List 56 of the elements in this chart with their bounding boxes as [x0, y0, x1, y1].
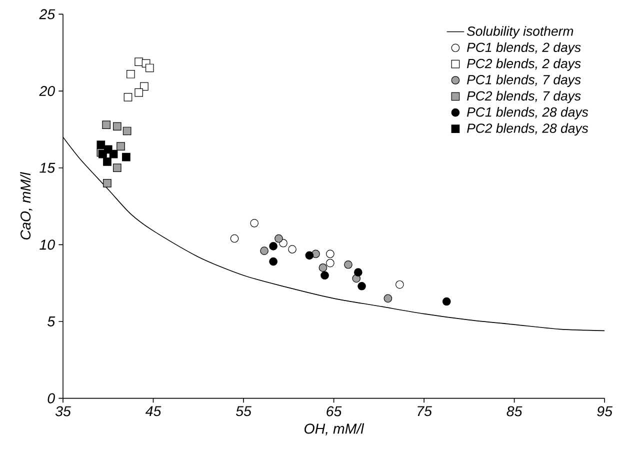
x-tick-label: 75 [418, 406, 432, 416]
point [122, 152, 130, 162]
point [112, 122, 122, 130]
point [116, 142, 125, 150]
point [384, 294, 392, 302]
y-tick-label: 15 [40, 162, 56, 173]
point [260, 246, 268, 255]
point [269, 242, 278, 250]
point [344, 260, 352, 269]
x-tick-label: 55 [236, 406, 252, 416]
point [320, 271, 329, 280]
x-axis-title: OH, mM/l [304, 423, 364, 436]
legend-label: PC2 blends, 2 days [466, 58, 581, 71]
point [103, 178, 112, 188]
point [134, 88, 143, 97]
x-tick-label: 35 [55, 406, 71, 416]
point [96, 140, 106, 149]
point [103, 157, 112, 166]
point [122, 126, 132, 135]
point [230, 234, 239, 242]
point [326, 250, 334, 258]
point [250, 218, 259, 228]
point [140, 82, 148, 90]
point [396, 280, 404, 289]
point [145, 64, 154, 72]
y-tick-label: 10 [40, 239, 55, 250]
x-tick-label: 85 [506, 406, 522, 416]
legend-label: PC1 blends, 2 days [466, 42, 581, 54]
point [134, 57, 143, 66]
point [102, 120, 110, 129]
point [109, 150, 118, 158]
legend-label: PC2 blends, 7 days [466, 90, 581, 103]
legend-label: Solubility isotherm [466, 26, 574, 38]
y-tick-label: 0 [48, 393, 55, 404]
legend-label: PC1 blends, 28 days [466, 106, 588, 120]
point [358, 282, 366, 290]
x-tick-label: 65 [326, 406, 342, 416]
point [274, 234, 283, 242]
legend-label: PC1 blends, 7 days [466, 74, 581, 87]
legend-label: PC2 blends, 28 days [466, 123, 588, 136]
point [269, 257, 278, 266]
point [305, 251, 314, 260]
point [124, 92, 132, 102]
point [318, 263, 328, 272]
point [326, 258, 334, 268]
x-tick-label: 45 [145, 406, 162, 416]
y-axis-title: CaO, mM/l [20, 172, 32, 240]
point [126, 70, 135, 78]
point [288, 244, 296, 254]
y-tick-label: 25 [39, 8, 56, 20]
point [442, 297, 451, 306]
point [354, 268, 362, 276]
y-tick-label: 20 [39, 86, 55, 96]
point [112, 163, 122, 172]
x-tick-label: 95 [597, 406, 613, 416]
y-tick-label: 5 [47, 316, 56, 326]
